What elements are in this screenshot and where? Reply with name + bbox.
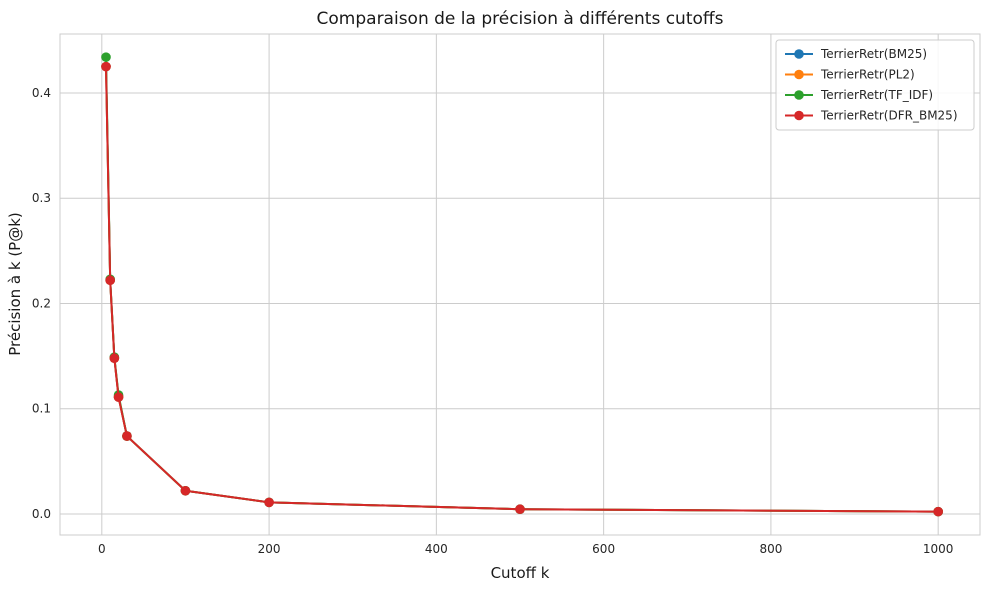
legend-label: TerrierRetr(DFR_BM25) — [820, 109, 958, 123]
data-point — [933, 506, 943, 517]
x-axis-label: Cutoff k — [491, 564, 550, 582]
data-point — [101, 52, 111, 62]
data-point — [122, 431, 132, 441]
y-tick-label: 0.2 — [32, 296, 51, 310]
legend-marker — [794, 110, 804, 121]
legend-label: TerrierRetr(PL2) — [820, 68, 915, 82]
y-tick-label: 0.3 — [32, 191, 51, 205]
x-tick-label: 800 — [759, 542, 782, 556]
data-point — [515, 504, 525, 515]
legend-item: TerrierRetr(DFR_BM25) — [785, 109, 958, 123]
data-point — [264, 497, 274, 508]
chart-title: Comparaison de la précision à différents… — [317, 9, 724, 29]
legend-label: TerrierRetr(TF_IDF) — [820, 88, 933, 102]
y-tick-label: 0.4 — [32, 86, 51, 100]
y-tick-label: 0.0 — [32, 507, 51, 521]
legend-item: TerrierRetr(TF_IDF) — [785, 88, 933, 102]
data-point — [105, 275, 115, 286]
x-tick-label: 200 — [258, 542, 281, 556]
legend-box — [775, 39, 975, 131]
ticks: 0 200 400 600 800 1000 0.0 0.1 0.2 0.3 0.4 — [32, 86, 954, 556]
x-tick-label: 400 — [425, 542, 448, 556]
x-tick-label: 0 — [98, 542, 106, 556]
data-point — [101, 61, 111, 72]
data-point — [109, 353, 120, 363]
legend-marker — [794, 49, 804, 59]
legend: TerrierRetr(BM25) TerrierRetr(PL2) Terrier… — [775, 39, 975, 131]
x-tick-label: 600 — [592, 542, 615, 556]
legend-marker — [794, 90, 804, 100]
series-4 — [101, 61, 943, 517]
data-point — [113, 392, 124, 402]
legend-item: TerrierRetr(PL2) — [785, 68, 915, 82]
data-point — [180, 485, 191, 496]
legend-item: TerrierRetr(BM25) — [785, 47, 927, 61]
y-axis-label: Précision à k (P@k) — [6, 212, 24, 356]
plot-frame — [59, 33, 981, 536]
legend-marker — [794, 69, 804, 80]
y-tick-label: 0.1 — [32, 402, 51, 416]
series-group — [101, 52, 943, 517]
x-tick-label: 1000 — [923, 542, 954, 556]
legend-label: TerrierRetr(BM25) — [820, 47, 927, 61]
